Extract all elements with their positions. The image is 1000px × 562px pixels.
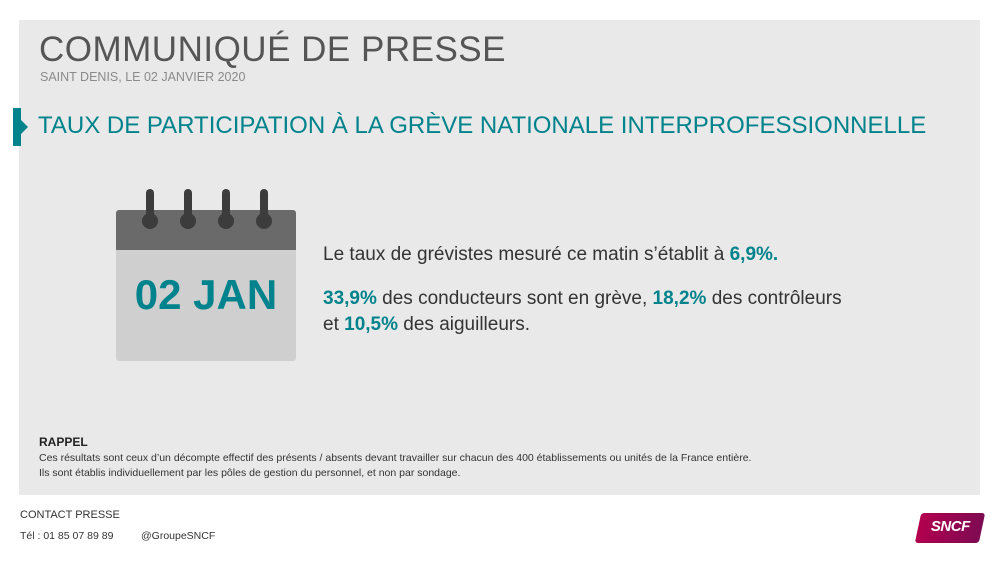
section-title: TAUX DE PARTICIPATION À LA GRÈVE NATIONA… (38, 112, 927, 139)
contact-handle: @GroupeSNCF (141, 530, 216, 542)
drivers-text: des conducteurs sont en grève, (376, 288, 653, 309)
switchmen-text: des aiguilleurs. (398, 314, 531, 335)
and-text: et (323, 314, 345, 335)
contact-phone: Tél : 01 85 07 89 89 (20, 530, 114, 542)
strike-rate-text: Le taux de grévistes mesuré ce matin s’é… (323, 244, 730, 265)
category-rates-line-2: et 10,5% des aiguilleurs. (323, 312, 530, 338)
calendar-ring (142, 189, 158, 231)
strike-rate-value: 6,9% (729, 244, 773, 265)
strike-rate-line: Le taux de grévistes mesuré ce matin s’é… (323, 242, 778, 268)
rappel-line-1: Ces résultats sont ceux d’un décompte ef… (39, 452, 752, 464)
section-marker-notch (21, 120, 28, 134)
calendar-ring (180, 189, 196, 231)
calendar-date: 02 JAN (134, 271, 278, 318)
section-marker-bar (13, 108, 21, 146)
controllers-value: 18,2% (652, 288, 707, 309)
controllers-text: des contrôleurs (706, 288, 842, 309)
rappel-title: RAPPEL (39, 435, 88, 449)
calendar-icon: 02 JAN (116, 189, 296, 361)
contact-title: CONTACT PRESSE (20, 509, 120, 521)
sncf-logo-text: SNCF (930, 518, 970, 535)
press-release-panel: COMMUNIQUÉ DE PRESSE SAINT DENIS, LE 02 … (13, 20, 980, 495)
drivers-value: 33,9% (323, 288, 377, 309)
switchmen-value: 10,5% (344, 314, 398, 335)
location-date: SAINT DENIS, LE 02 JANVIER 2020 (40, 70, 246, 84)
category-rates-line-1: 33,9% des conducteurs sont en grève, 18,… (323, 286, 842, 312)
calendar-ring (218, 189, 234, 231)
strike-rate-period: . (772, 244, 779, 265)
page-title: COMMUNIQUÉ DE PRESSE (39, 30, 506, 69)
sncf-logo: SNCF (914, 513, 986, 543)
calendar-ring (256, 189, 272, 231)
rappel-line-2: Ils sont établis individuellement par le… (39, 467, 461, 479)
